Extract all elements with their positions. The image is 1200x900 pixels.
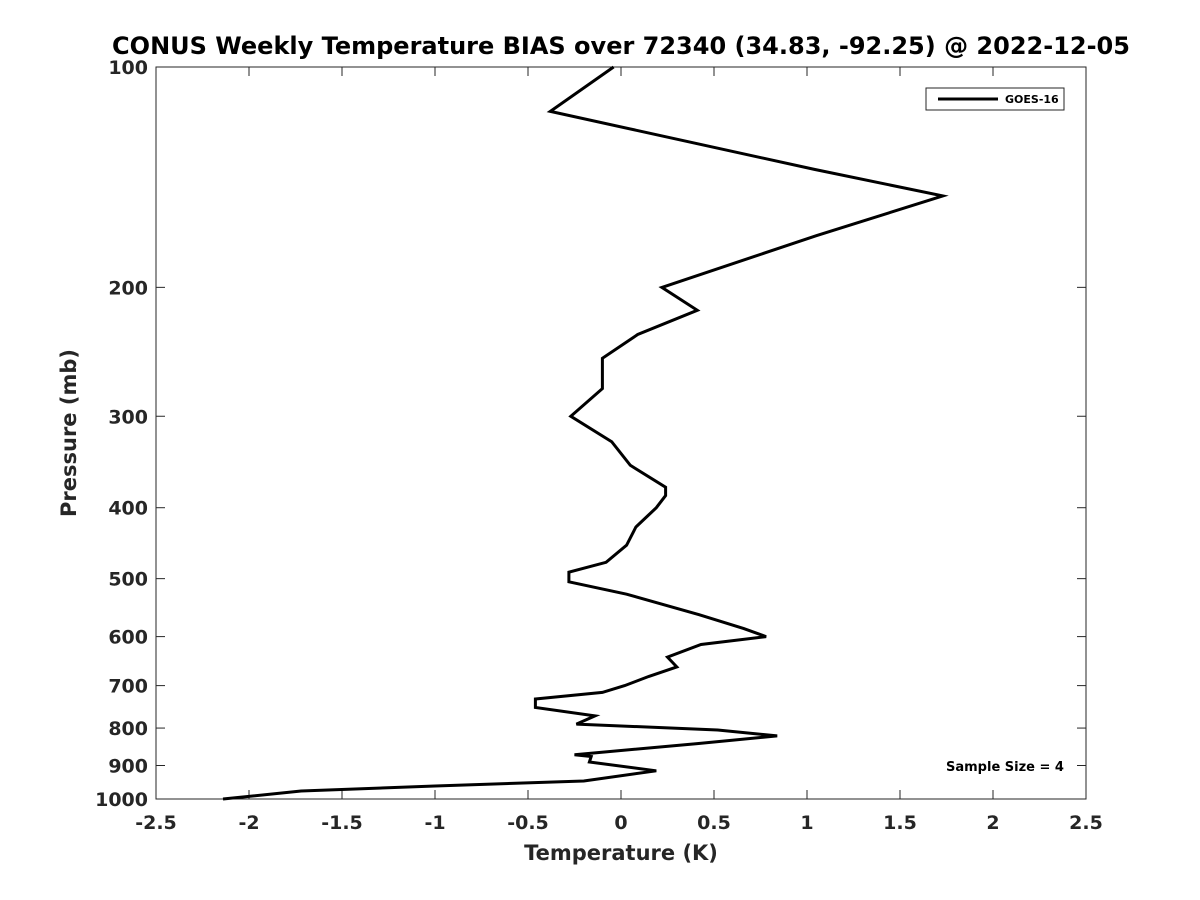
y-axis-label: Pressure (mb) [57, 349, 81, 517]
y-tick-label: 1000 [95, 789, 148, 811]
y-tick-label: 800 [108, 718, 148, 740]
x-tick-label: -1 [424, 812, 445, 834]
legend-label-goes-16: GOES-16 [1005, 93, 1059, 106]
y-tick-label: 400 [108, 498, 148, 520]
x-axis-ticks: -2.5 -2 -1.5 -1 -0.5 0 0.5 1 1.5 2 2.5 [135, 67, 1103, 834]
x-tick-label: 0 [614, 812, 627, 834]
x-axis-label: Temperature (K) [524, 841, 718, 865]
y-tick-label: 100 [108, 57, 148, 79]
x-tick-label: 0.5 [697, 812, 731, 834]
plot-area [155, 66, 1087, 800]
x-tick-label: -1.5 [321, 812, 363, 834]
chart-title: CONUS Weekly Temperature BIAS over 72340… [112, 32, 1130, 60]
series-layer [222, 65, 949, 801]
x-tick-label: 1 [800, 812, 813, 834]
x-tick-label: 2 [986, 812, 999, 834]
y-tick-label: 300 [108, 406, 148, 428]
sample-size-annotation: Sample Size = 4 [946, 760, 1064, 775]
series-line-goes-16 [222, 65, 949, 801]
x-tick-label: 1.5 [883, 812, 917, 834]
y-tick-label: 900 [108, 756, 148, 778]
y-tick-label: 200 [108, 277, 148, 299]
x-tick-label: 2.5 [1069, 812, 1103, 834]
y-tick-label: 700 [108, 676, 148, 698]
y-tick-label: 500 [108, 569, 148, 591]
x-tick-label: -2.5 [135, 812, 177, 834]
legend: GOES-16 [925, 87, 1065, 111]
y-axis-ticks: 100 200 300 400 500 600 700 800 900 1000 [95, 57, 1086, 811]
x-tick-label: -2 [238, 812, 259, 834]
x-tick-label: -0.5 [507, 812, 549, 834]
y-tick-label: 600 [108, 627, 148, 649]
